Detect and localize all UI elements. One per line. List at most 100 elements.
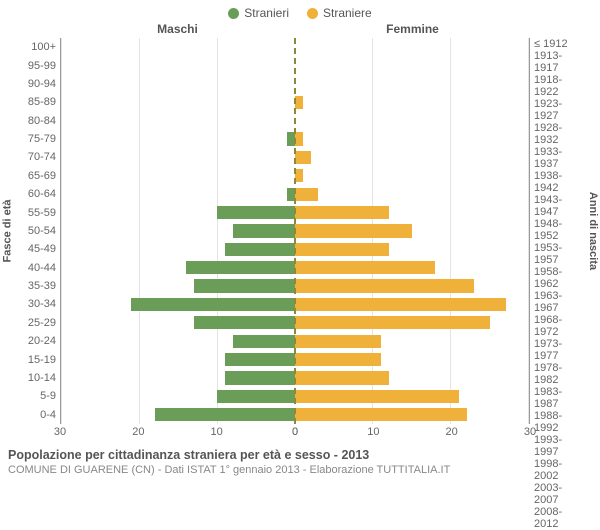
birth-tick: 2003-2007	[534, 482, 586, 506]
bar-male	[225, 353, 295, 366]
bar-female	[295, 169, 303, 182]
birth-tick: 1978-1982	[534, 362, 586, 386]
age-tick: 90-94	[14, 75, 56, 93]
bar-male	[155, 408, 295, 421]
age-tick: 100+	[14, 38, 56, 56]
chart-area: Fasce di età 100+95-9990-9485-8980-8475-…	[0, 36, 600, 426]
bar-male	[233, 224, 295, 237]
bar-female	[295, 224, 412, 237]
birth-tick: 1933-1937	[534, 146, 586, 170]
bar-female	[295, 151, 311, 164]
age-tick: 5-9	[14, 387, 56, 405]
y-axis-right-title: Anni di nascita	[586, 38, 600, 424]
birth-tick: 1943-1947	[534, 194, 586, 218]
pyramid-chart: Stranieri Straniere Maschi Femmine Fasce…	[0, 0, 600, 500]
bar-female	[295, 188, 318, 201]
birth-tick: 1918-1922	[534, 74, 586, 98]
legend-label-female: Straniere	[323, 6, 372, 20]
column-headers: Maschi Femmine	[0, 22, 600, 36]
bar-male	[233, 335, 295, 348]
birth-tick: 1948-1952	[534, 218, 586, 242]
bar-female	[295, 132, 303, 145]
bar-female	[295, 390, 459, 403]
age-tick: 40-44	[14, 259, 56, 277]
x-tick: 10	[367, 426, 379, 438]
bar-female	[295, 335, 381, 348]
birth-tick: ≤ 1912	[534, 38, 586, 50]
birth-tick: 1938-1942	[534, 170, 586, 194]
bar-female	[295, 371, 389, 384]
bar-female	[295, 243, 389, 256]
birth-tick: 1968-1972	[534, 314, 586, 338]
age-tick: 30-34	[14, 295, 56, 313]
age-tick: 65-69	[14, 167, 56, 185]
birth-tick: 1963-1967	[534, 290, 586, 314]
caption-title: Popolazione per cittadinanza straniera p…	[8, 448, 592, 462]
y-ticks-left: 100+95-9990-9485-8980-8475-7970-7465-696…	[14, 38, 60, 424]
age-tick: 50-54	[14, 222, 56, 240]
x-axis: 3020100 0102030	[0, 426, 600, 442]
age-tick: 20-24	[14, 332, 56, 350]
header-female: Femmine	[295, 22, 530, 36]
y-ticks-right: ≤ 19121913-19171918-19221923-19271928-19…	[530, 38, 586, 424]
birth-tick: 1983-1987	[534, 386, 586, 410]
bar-male	[186, 261, 295, 274]
age-tick: 15-19	[14, 350, 56, 368]
birth-tick: 2008-2012	[534, 506, 586, 530]
legend-swatch-male	[228, 8, 239, 19]
x-tick: 10	[211, 426, 223, 438]
birth-tick: 1913-1917	[534, 50, 586, 74]
age-tick: 80-84	[14, 112, 56, 130]
legend-item-female: Straniere	[307, 6, 372, 20]
plot-area	[60, 38, 530, 424]
birth-tick: 1928-1932	[534, 122, 586, 146]
bar-male	[194, 316, 295, 329]
age-tick: 70-74	[14, 148, 56, 166]
x-tick: 0	[292, 426, 298, 438]
birth-tick: 1973-1977	[534, 338, 586, 362]
x-ticks-right: 0102030	[295, 426, 530, 442]
age-tick: 45-49	[14, 240, 56, 258]
caption: Popolazione per cittadinanza straniera p…	[0, 442, 600, 476]
age-tick: 25-29	[14, 314, 56, 332]
birth-tick: 1958-1962	[534, 266, 586, 290]
birth-tick: 1998-2002	[534, 458, 586, 482]
header-male: Maschi	[60, 22, 295, 36]
bar-female	[295, 96, 303, 109]
bar-male	[225, 371, 295, 384]
birth-tick: 1923-1927	[534, 98, 586, 122]
legend-swatch-female	[307, 8, 318, 19]
legend-label-male: Stranieri	[244, 6, 289, 20]
age-tick: 60-64	[14, 185, 56, 203]
caption-subtitle: COMUNE DI GUARENE (CN) - Dati ISTAT 1° g…	[8, 462, 592, 476]
x-tick: 20	[132, 426, 144, 438]
x-ticks-left: 3020100	[60, 426, 295, 442]
bar-male	[217, 206, 295, 219]
bar-male	[225, 243, 295, 256]
center-line	[294, 38, 296, 424]
y-axis-left-title: Fasce di età	[0, 38, 14, 424]
age-tick: 55-59	[14, 203, 56, 221]
bar-female	[295, 316, 490, 329]
x-tick: 20	[446, 426, 458, 438]
bar-male	[194, 279, 295, 292]
age-tick: 85-89	[14, 93, 56, 111]
bar-female	[295, 353, 381, 366]
age-tick: 10-14	[14, 369, 56, 387]
x-tick: 30	[54, 426, 66, 438]
birth-tick: 1953-1957	[534, 242, 586, 266]
age-tick: 35-39	[14, 277, 56, 295]
legend: Stranieri Straniere	[0, 0, 600, 22]
bar-male	[217, 390, 295, 403]
bar-female	[295, 279, 474, 292]
bar-female	[295, 206, 389, 219]
age-tick: 95-99	[14, 56, 56, 74]
age-tick: 0-4	[14, 406, 56, 424]
bar-male	[131, 298, 295, 311]
x-tick: 30	[524, 426, 536, 438]
bar-female	[295, 261, 435, 274]
age-tick: 75-79	[14, 130, 56, 148]
bar-female	[295, 408, 467, 421]
bar-female	[295, 298, 506, 311]
legend-item-male: Stranieri	[228, 6, 289, 20]
